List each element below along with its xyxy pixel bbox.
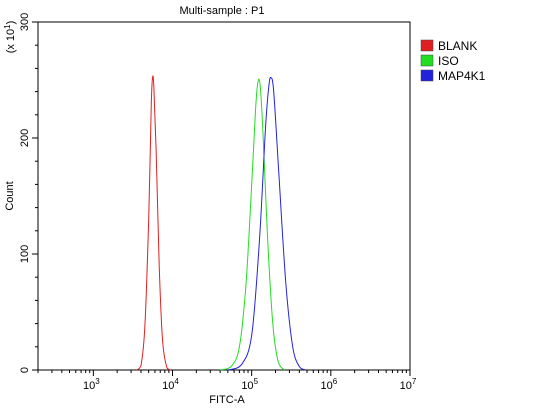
series-line-iso <box>220 78 285 371</box>
x-axis: 103 104 105 106 107 <box>37 370 417 392</box>
y-tick-label: 300 <box>19 13 31 31</box>
x-tick-label: 107 <box>400 377 417 392</box>
legend-swatch-blank <box>420 39 434 52</box>
series-line-map4k1 <box>227 76 306 371</box>
x-tick-label: 103 <box>83 377 100 392</box>
x-tick-label: 104 <box>162 377 179 392</box>
y-tick-label: 0 <box>19 367 31 373</box>
y-multiplier-label: (x 101) <box>3 21 17 54</box>
series-line-blank <box>136 75 171 371</box>
x-tick-label: 106 <box>320 377 337 392</box>
legend-label: MAP4K1 <box>438 69 486 83</box>
x-axis-title: FITC-A <box>209 394 245 406</box>
y-axis-title: Count <box>4 181 16 210</box>
y-axis: 0 100 200 300 <box>19 13 38 373</box>
y-tick-label: 200 <box>19 129 31 147</box>
legend-swatch-iso <box>420 54 434 67</box>
chart-title: Multi-sample : P1 <box>180 5 265 17</box>
y-tick-label: 100 <box>19 245 31 263</box>
plot-frame <box>37 21 411 371</box>
legend-label: BLANK <box>438 39 477 53</box>
legend-label: ISO <box>438 54 459 68</box>
series-layer <box>136 75 306 371</box>
x-tick-label: 105 <box>241 377 258 392</box>
legend-swatch-map4k1 <box>420 69 434 82</box>
